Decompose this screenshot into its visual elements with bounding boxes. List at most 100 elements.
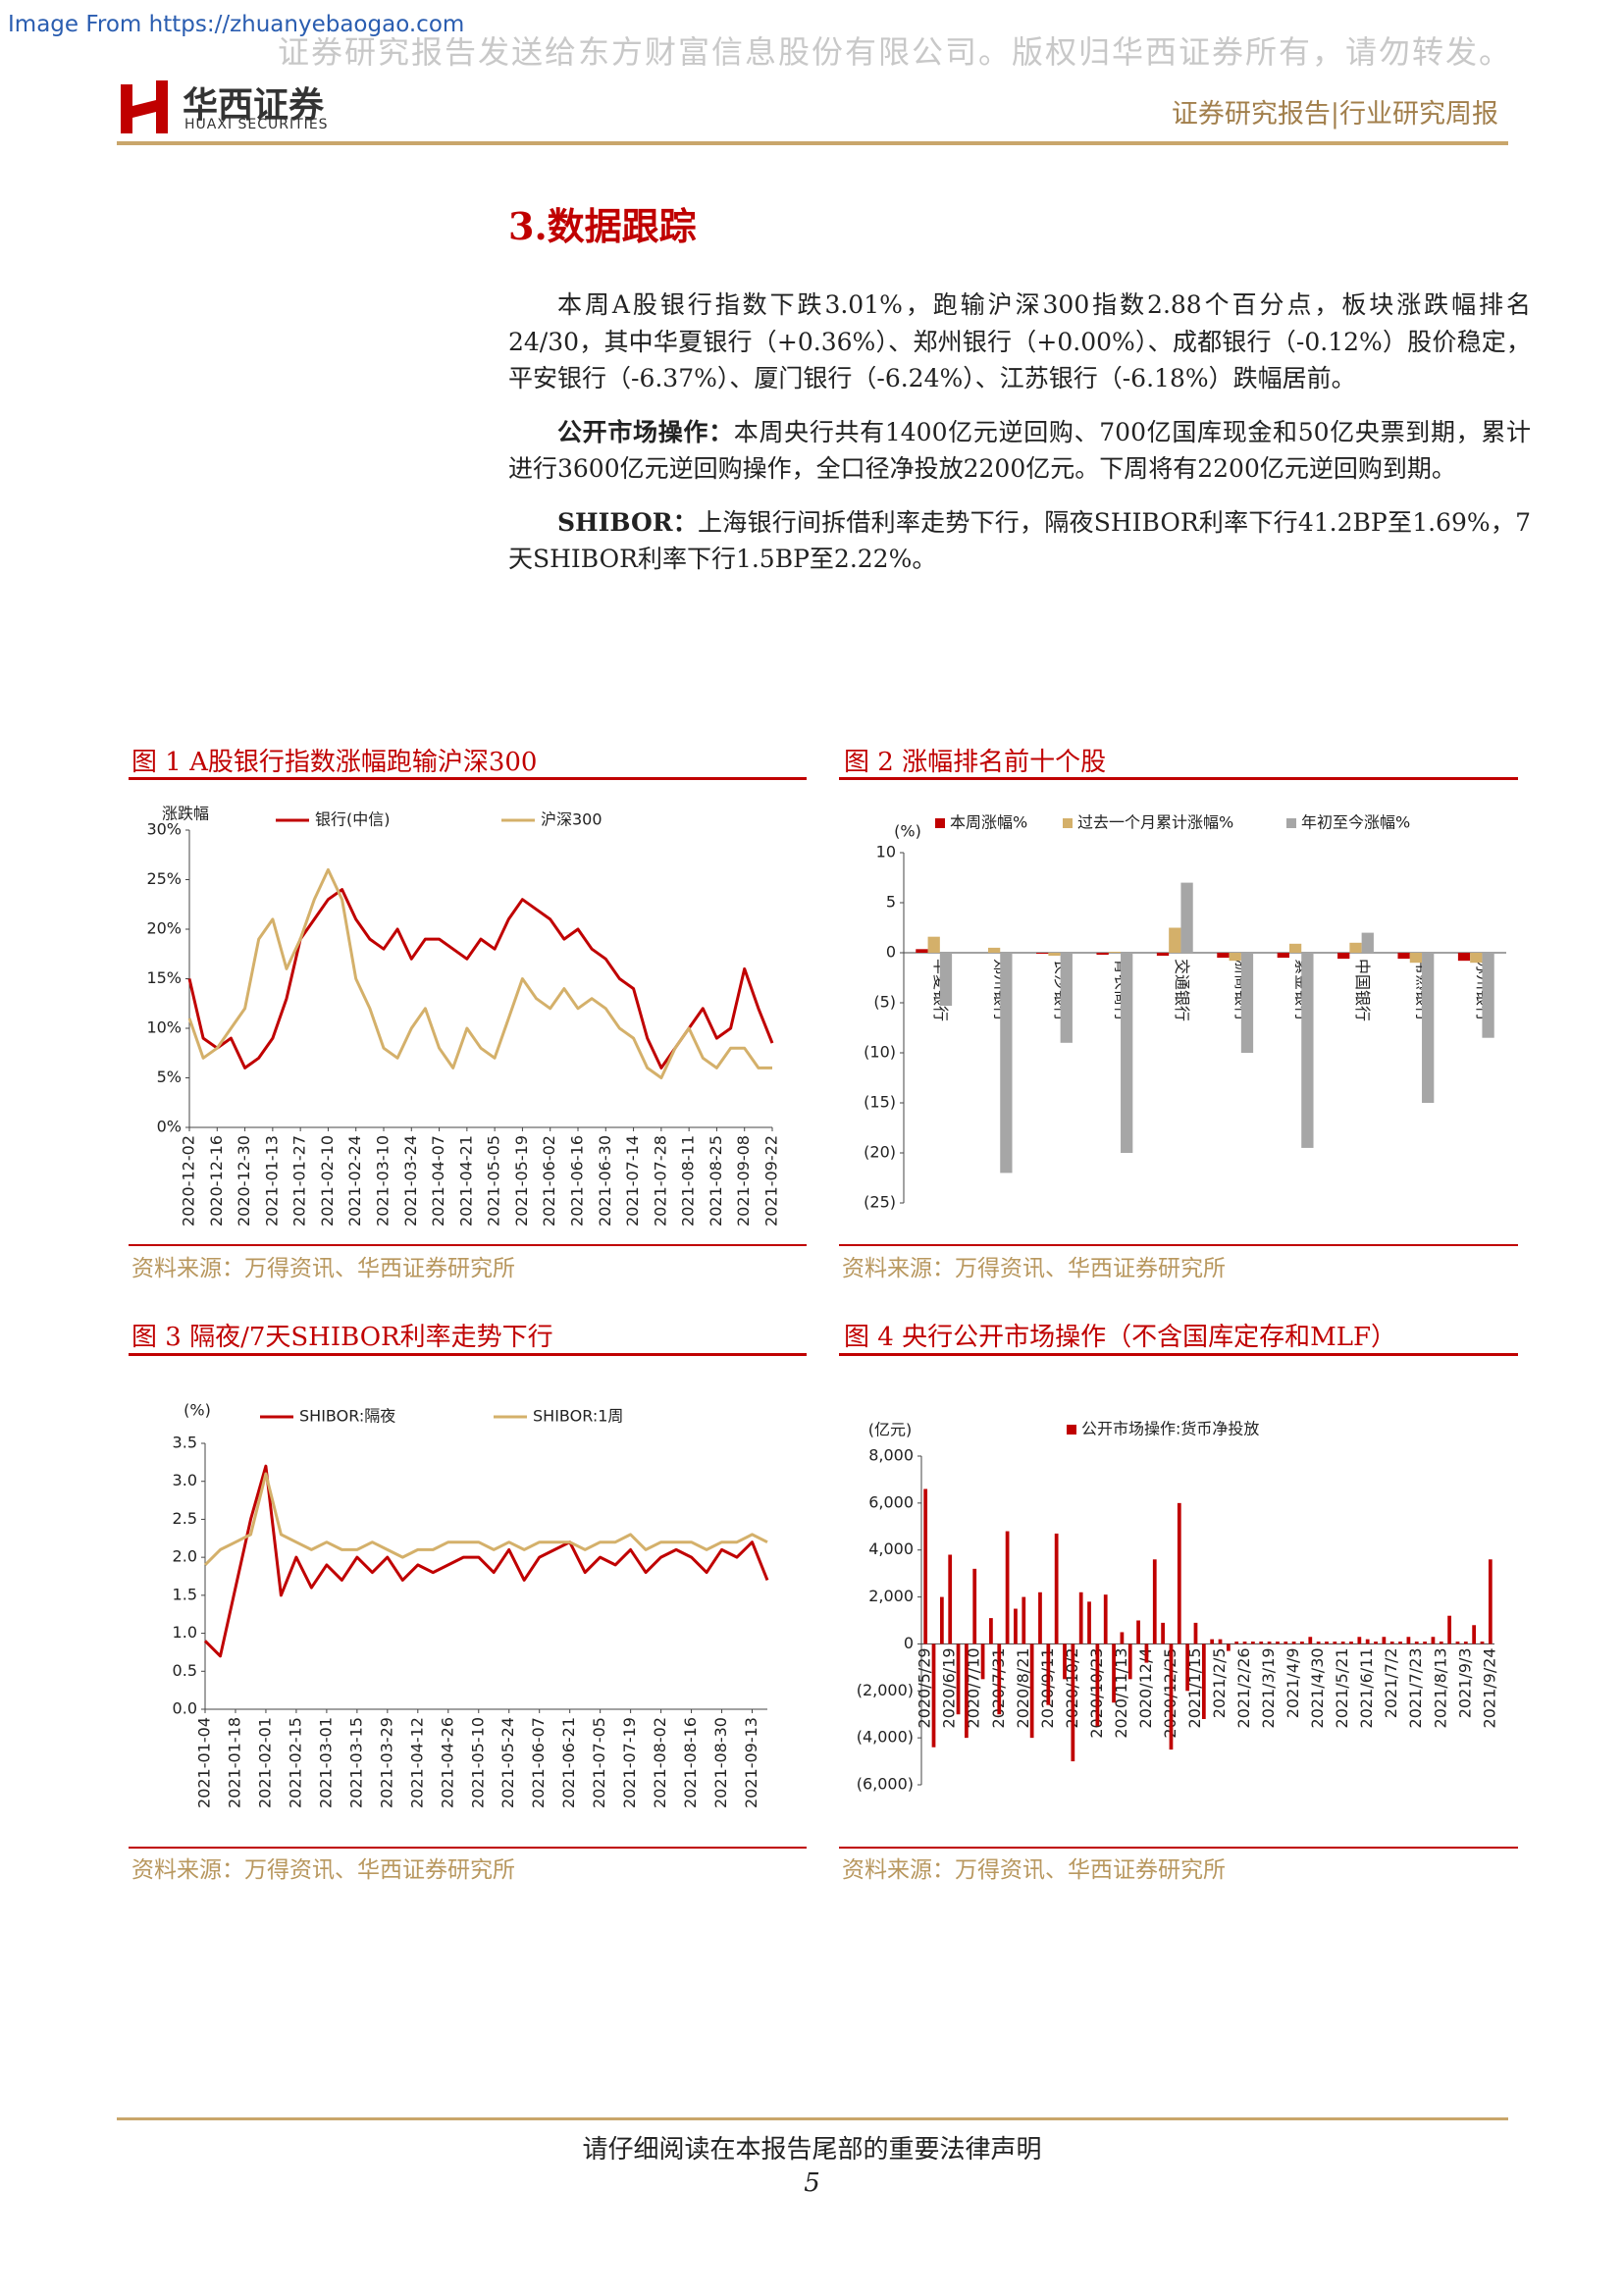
legend-swatch bbox=[1286, 818, 1296, 828]
y-tick-label: (2,000) bbox=[857, 1681, 914, 1699]
bar bbox=[1406, 1637, 1411, 1644]
x-tick-label: 2021/4/9 bbox=[1283, 1647, 1302, 1718]
x-tick-label: 2021-01-27 bbox=[290, 1135, 309, 1226]
legend-label: 年初至今涨幅% bbox=[1301, 813, 1410, 832]
footer-rule bbox=[117, 2117, 1508, 2120]
y-tick-label: (15) bbox=[864, 1093, 896, 1112]
bar bbox=[1340, 1642, 1345, 1644]
x-tick-label: 2020-12-02 bbox=[180, 1135, 198, 1226]
y-tick-label: (4,000) bbox=[857, 1728, 914, 1747]
figure-source: 资料来源：万得资讯、华西证券研究所 bbox=[842, 1857, 1226, 1883]
bar bbox=[1226, 1644, 1231, 1651]
x-tick-label: 2021/2/5 bbox=[1210, 1647, 1229, 1718]
y-tick-label: 5 bbox=[886, 893, 896, 912]
x-tick-label: 2021-07-14 bbox=[623, 1135, 642, 1226]
x-tick-label: 2021-05-05 bbox=[485, 1135, 503, 1226]
y-tick-label: (25) bbox=[864, 1193, 896, 1212]
paragraph-lead: SHIBOR： bbox=[557, 507, 698, 537]
x-tick-label: 2021-03-24 bbox=[401, 1135, 420, 1226]
image-source: Image From https://zhuanyebaogao.com bbox=[8, 12, 465, 37]
legend-swatch bbox=[1067, 1425, 1076, 1435]
bar bbox=[997, 1644, 1002, 1715]
x-tick-label: 2021-03-15 bbox=[346, 1717, 365, 1808]
y-tick-label: 20% bbox=[146, 919, 182, 938]
bar bbox=[1218, 1639, 1223, 1644]
bar bbox=[1480, 1642, 1485, 1644]
bar bbox=[1087, 1601, 1091, 1644]
legend-swatch bbox=[1063, 818, 1073, 828]
bar bbox=[1431, 1637, 1436, 1644]
data-line bbox=[187, 888, 774, 1070]
bar bbox=[1301, 953, 1314, 1148]
figure-title: 图 2 涨幅排名前十个股 bbox=[844, 748, 1107, 777]
chart: 涨跌幅 0% 5% 10% 15% 20% 25% 30% 2020-12-02 2020-12-… bbox=[146, 805, 781, 1226]
paragraph-text: 本周A股银行指数下跌3.01%，跑输沪深300指数2.88个百分点，板块涨跌幅排… bbox=[508, 290, 1531, 392]
bar bbox=[1457, 953, 1471, 962]
bar bbox=[1180, 882, 1193, 953]
figure-rule bbox=[129, 777, 807, 780]
bar bbox=[1389, 1642, 1394, 1644]
y-tick-label: 2.5 bbox=[173, 1509, 197, 1528]
x-tick-label: 2021-09-22 bbox=[762, 1135, 781, 1226]
x-tick-label: 2021-01-18 bbox=[225, 1717, 243, 1808]
bar bbox=[1071, 1644, 1075, 1762]
y-tick-label: 25% bbox=[146, 869, 182, 888]
x-tick-label: 2021-06-02 bbox=[540, 1135, 558, 1226]
bar bbox=[1423, 1642, 1427, 1644]
bar bbox=[1144, 1644, 1149, 1663]
bar bbox=[1054, 1533, 1059, 1644]
figure-rule bbox=[839, 777, 1518, 780]
y-tick-label: 10% bbox=[146, 1018, 182, 1037]
x-tick-label: 2020-12-30 bbox=[235, 1135, 253, 1226]
paragraph-text: 上海银行间拆借利率走势下行，隔夜SHIBOR利率下行41.2BP至1.69%，7… bbox=[508, 507, 1531, 574]
legend-label: SHIBOR:隔夜 bbox=[299, 1407, 395, 1426]
figure-rule bbox=[129, 1353, 807, 1356]
x-tick-label: 2021-02-24 bbox=[345, 1135, 364, 1226]
bar bbox=[1210, 1639, 1215, 1644]
bar bbox=[1488, 1559, 1493, 1644]
bar bbox=[1365, 1639, 1370, 1644]
x-tick-label: 2021-07-19 bbox=[620, 1717, 639, 1808]
x-tick-label: 2021-02-15 bbox=[286, 1717, 304, 1808]
bar bbox=[1349, 942, 1362, 953]
bar bbox=[1046, 1644, 1051, 1705]
bar bbox=[1096, 953, 1109, 956]
x-tick-label: 2021-08-02 bbox=[651, 1717, 669, 1808]
bar bbox=[1156, 953, 1170, 957]
bar bbox=[1470, 953, 1483, 964]
bar bbox=[956, 1644, 961, 1715]
x-tick-label: 2021-09-13 bbox=[742, 1717, 760, 1808]
x-tick-label: 2020-12-16 bbox=[207, 1135, 226, 1226]
y-axis-label: (%) bbox=[183, 1401, 211, 1420]
y-tick-label: 5% bbox=[157, 1068, 182, 1086]
report-type: 证券研究报告|行业研究周报 bbox=[1171, 99, 1498, 130]
logo-subtext: HUAXI SECURITIES bbox=[184, 117, 329, 132]
x-tick-label: 2021-07-28 bbox=[651, 1135, 669, 1226]
x-tick-label: 2021/5/21 bbox=[1333, 1647, 1351, 1728]
x-tick-label: 2021/6/11 bbox=[1357, 1647, 1376, 1728]
bar bbox=[1398, 1642, 1402, 1644]
bar bbox=[1234, 1642, 1239, 1644]
paragraph: SHIBOR：上海银行间拆借利率走势下行，隔夜SHIBOR利率下行41.2BP至… bbox=[508, 504, 1531, 578]
x-tick-label: 2021/3/19 bbox=[1259, 1647, 1278, 1728]
bar bbox=[1177, 1502, 1181, 1644]
bar bbox=[1382, 1637, 1387, 1644]
bar bbox=[948, 1554, 953, 1644]
bar bbox=[1472, 1625, 1477, 1644]
x-tick-label: 2021-08-25 bbox=[707, 1135, 725, 1226]
x-tick-label: 2020/7/10 bbox=[965, 1647, 983, 1728]
bar bbox=[1242, 1642, 1247, 1644]
x-tick-label: 2021-07-05 bbox=[590, 1717, 608, 1808]
bar bbox=[1022, 1596, 1026, 1644]
x-tick-label: 2021/7/23 bbox=[1406, 1647, 1425, 1728]
data-line bbox=[203, 1472, 768, 1566]
bar bbox=[965, 1644, 969, 1739]
bar bbox=[1277, 953, 1289, 959]
bar bbox=[1259, 1642, 1264, 1644]
x-tick-label: 2021-01-13 bbox=[262, 1135, 281, 1226]
bar bbox=[1029, 1644, 1034, 1739]
y-tick-label: 10 bbox=[876, 843, 896, 861]
figure-source: 资料来源：万得资讯、华西证券研究所 bbox=[131, 1857, 515, 1883]
y-tick-label: 3.5 bbox=[173, 1434, 197, 1452]
figure-title: 图 3 隔夜/7天SHIBOR利率走势下行 bbox=[131, 1323, 553, 1352]
